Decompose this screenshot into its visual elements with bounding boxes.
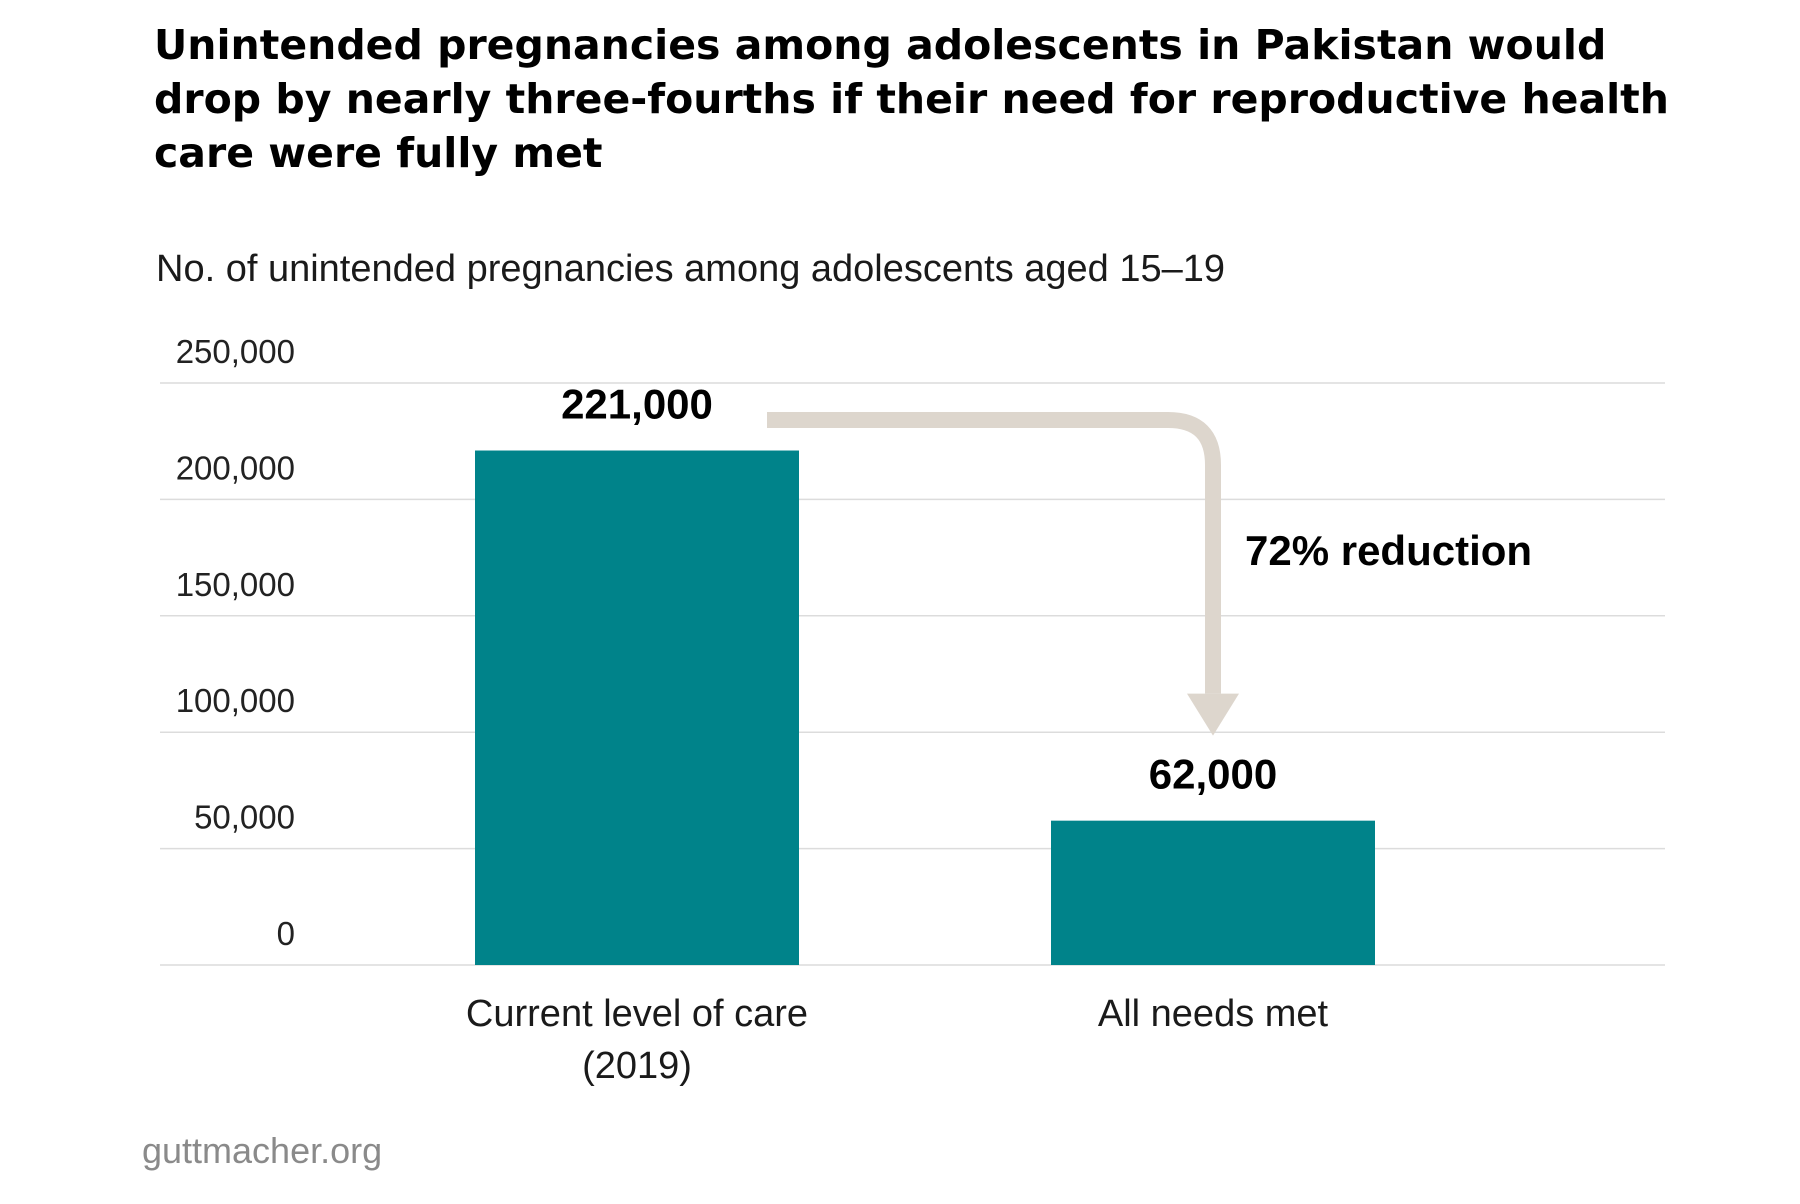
arrow-head (1187, 693, 1239, 736)
y-tick-label: 200,000 (176, 449, 295, 486)
category-label: All needs met (1098, 993, 1329, 1035)
chart-title: Unintended pregnancies among adolescents… (154, 21, 1669, 177)
bars (475, 450, 1375, 966)
bar (475, 450, 799, 966)
gridlines (160, 382, 1665, 966)
bar-value-label: 62,000 (1149, 751, 1277, 798)
y-tick-label: 50,000 (194, 799, 295, 836)
category-labels: Current level of care (2019) All needs met (466, 993, 1329, 1087)
y-axis-label: No. of unintended pregnancies among adol… (156, 248, 1226, 290)
y-tick-label: 0 (277, 915, 295, 952)
category-label: (2019) (582, 1045, 692, 1087)
reduction-arrow (767, 412, 1239, 736)
y-tick-label: 150,000 (176, 566, 295, 603)
arrow-shaft (767, 412, 1221, 694)
bar-value-label: 221,000 (561, 381, 713, 428)
source-credit: guttmacher.org (142, 1130, 383, 1171)
data-labels: 221,000 62,000 (561, 381, 1277, 798)
y-tick-label: 100,000 (176, 682, 295, 719)
y-axis-ticks: 0 50,000 100,000 150,000 200,000 250,000 (176, 333, 295, 952)
category-label: Current level of care (466, 993, 808, 1035)
bar (1051, 820, 1375, 965)
y-tick-label: 250,000 (176, 333, 295, 370)
reduction-annotation: 72% reduction (1245, 527, 1532, 574)
